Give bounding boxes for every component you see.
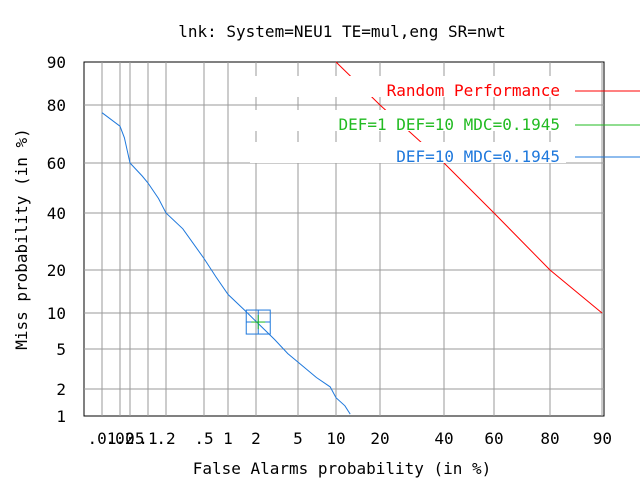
- y-tick-label: 80: [47, 96, 66, 115]
- x-tick-label: .05: [116, 429, 145, 448]
- series-layer: [101, 61, 603, 415]
- x-tick-label: 20: [370, 429, 389, 448]
- x-tick-labels: .01.02.05.1.2 .5 1 2 5 10 20 40 60 80 90: [88, 429, 612, 448]
- x-tick-label: 80: [540, 429, 559, 448]
- y-tick-label: 10: [47, 304, 66, 323]
- legend-label: DEF=1 DEF=10 MDC=0.1945: [338, 115, 560, 134]
- marker-layer: [245, 309, 271, 335]
- x-tick-label: 60: [484, 429, 503, 448]
- y-tick-labels: 1 2 5 10 20 40 60 80 90: [47, 53, 66, 426]
- x-tick-label: .1: [138, 429, 157, 448]
- x-tick-label: 2: [251, 429, 261, 448]
- x-axis-label: False Alarms probability (in %): [193, 459, 492, 478]
- y-axis-label: Miss probability (in %): [12, 128, 31, 350]
- legend-bg: [250, 76, 566, 97]
- x-tick-label: 5: [293, 429, 303, 448]
- x-tick-label: .2: [156, 429, 175, 448]
- x-tick-label: .02: [106, 429, 135, 448]
- legend-label: DEF=10 MDC=0.1945: [396, 147, 560, 166]
- series-line-2: [101, 112, 351, 415]
- x-tick-label: 90: [593, 429, 612, 448]
- legend: Random Performance DEF=1 DEF=10 MDC=0.194…: [250, 76, 640, 166]
- series-line-1: [335, 61, 603, 314]
- x-tick-label: .5: [194, 429, 213, 448]
- x-tick-label: .01: [88, 429, 117, 448]
- x-tick-label: 10: [326, 429, 345, 448]
- y-tick-label: 60: [47, 154, 66, 173]
- y-tick-label: 1: [56, 407, 66, 426]
- legend-label: Random Performance: [387, 81, 560, 100]
- x-tick-label: 1: [223, 429, 233, 448]
- y-tick-label: 40: [47, 204, 66, 223]
- chart-title: lnk: System=NEU1 TE=mul,eng SR=nwt: [178, 22, 506, 41]
- y-tick-label: 5: [56, 340, 66, 359]
- legend-bg: [250, 110, 566, 131]
- plot-frame: [83, 61, 605, 417]
- legend-bg: [250, 142, 566, 163]
- y-tick-label: 20: [47, 261, 66, 280]
- x-tick-label: 40: [434, 429, 453, 448]
- y-tick-label: 2: [56, 380, 66, 399]
- y-tick-label: 90: [47, 53, 66, 72]
